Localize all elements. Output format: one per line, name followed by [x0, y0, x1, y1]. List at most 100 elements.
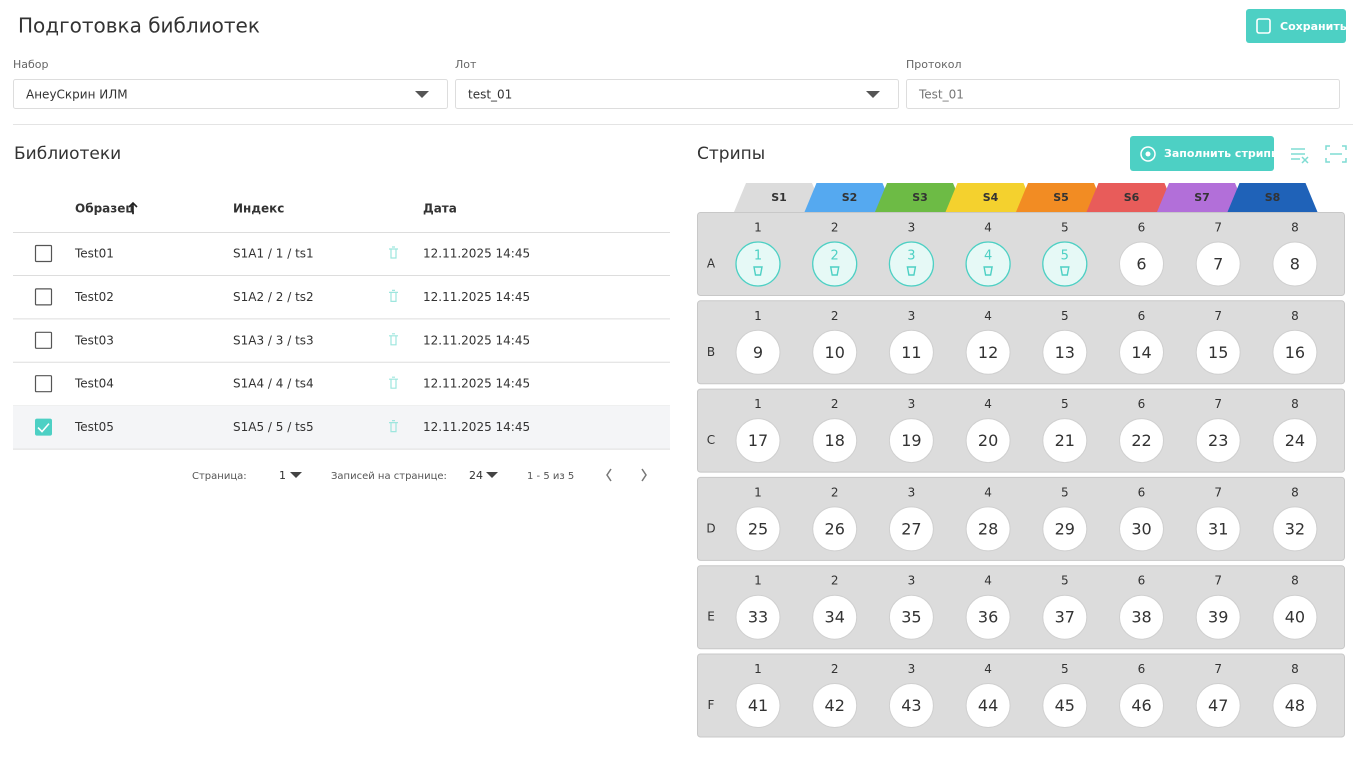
delete-icon[interactable] — [389, 376, 398, 389]
well-number: 1 — [754, 249, 762, 264]
clear-icon[interactable] — [1291, 148, 1309, 164]
well[interactable]: 17 — [735, 418, 781, 464]
well[interactable]: 15 — [1195, 329, 1241, 375]
well[interactable]: 5 — [1042, 241, 1088, 287]
well[interactable]: 2 — [812, 241, 858, 287]
well[interactable]: 9 — [735, 329, 781, 375]
well[interactable]: 35 — [888, 594, 934, 640]
well[interactable]: 39 — [1195, 594, 1241, 640]
well[interactable]: 26 — [812, 506, 858, 552]
libraries-title: Библиотеки — [14, 144, 121, 164]
well[interactable]: 12 — [965, 329, 1011, 375]
well[interactable]: 37 — [1042, 594, 1088, 640]
checkbox[interactable] — [34, 331, 53, 349]
well[interactable]: 43 — [888, 683, 934, 728]
well[interactable]: 24 — [1272, 418, 1318, 464]
well[interactable]: 29 — [1042, 506, 1088, 552]
strip-tab[interactable]: S2 — [804, 183, 895, 212]
well[interactable]: 30 — [1119, 506, 1164, 552]
well[interactable]: 33 — [735, 594, 781, 640]
checkbox[interactable] — [34, 244, 53, 263]
well[interactable]: 4 — [965, 241, 1011, 287]
well[interactable]: 27 — [888, 506, 934, 552]
well[interactable]: 38 — [1119, 594, 1164, 640]
well[interactable]: 48 — [1272, 683, 1318, 728]
well-number: 36 — [978, 608, 998, 627]
well[interactable]: 18 — [812, 418, 858, 464]
checkbox[interactable] — [34, 375, 53, 393]
field-input[interactable]: test_01 — [455, 79, 899, 109]
well[interactable]: 36 — [965, 594, 1011, 640]
prev-page[interactable] — [606, 468, 612, 482]
well[interactable]: 10 — [812, 329, 858, 375]
well-circle — [1119, 329, 1164, 375]
tab-shape — [804, 183, 895, 212]
next-page[interactable] — [641, 468, 647, 482]
fill-strips-button[interactable]: Заполнить стрипы — [1130, 136, 1281, 171]
column-number: 3 — [908, 397, 916, 411]
well[interactable]: 28 — [965, 506, 1011, 552]
date: 12.11.2025 14:45 — [423, 377, 530, 391]
well[interactable]: 25 — [735, 506, 781, 552]
well[interactable]: 46 — [1119, 683, 1164, 728]
well-circle — [1195, 241, 1241, 287]
well[interactable]: 44 — [965, 683, 1011, 728]
table-row[interactable]: Test04 S1A4 / 4 / ts4 12.11.2025 14:45 — [13, 375, 670, 407]
well[interactable]: 21 — [1042, 418, 1088, 464]
dropdown-arrow — [866, 91, 880, 98]
table-row[interactable]: Test05 S1A5 / 5 / ts5 12.11.2025 14:45 — [13, 405, 670, 450]
well[interactable]: 22 — [1119, 418, 1164, 464]
well-circle — [1195, 683, 1241, 728]
well[interactable]: 45 — [1042, 683, 1088, 728]
well[interactable]: 40 — [1272, 594, 1318, 640]
well[interactable]: 23 — [1195, 418, 1241, 464]
column-header: Дата — [423, 202, 457, 216]
strip-tab[interactable]: S7 — [1157, 183, 1247, 212]
well[interactable]: 32 — [1272, 506, 1318, 552]
table-row[interactable]: Test02 S1A2 / 2 / ts2 12.11.2025 14:45 — [13, 288, 670, 320]
well[interactable]: 20 — [965, 418, 1011, 464]
strip-tab[interactable]: S8 — [1227, 183, 1318, 212]
well[interactable]: 16 — [1272, 329, 1318, 375]
well[interactable]: 14 — [1119, 329, 1164, 375]
delete-icon[interactable] — [389, 333, 398, 346]
well[interactable]: 8 — [1272, 241, 1318, 287]
well[interactable]: 34 — [812, 594, 858, 640]
well[interactable]: 13 — [1042, 329, 1088, 375]
page-value[interactable]: 1 — [279, 469, 286, 482]
well-circle — [965, 241, 1011, 287]
save-button[interactable]: Сохранить — [1246, 9, 1347, 43]
well[interactable]: 7 — [1195, 241, 1241, 287]
well[interactable]: 19 — [888, 418, 934, 464]
column-number: 7 — [1214, 309, 1222, 323]
well[interactable]: 41 — [735, 683, 781, 728]
table-row[interactable]: Test01 S1A1 / 1 / ts1 12.11.2025 14:45 — [13, 244, 670, 276]
strip-tab[interactable]: S5 — [1016, 183, 1106, 212]
delete-icon[interactable] — [389, 289, 398, 302]
well-circle — [965, 506, 1011, 552]
well-circle — [965, 594, 1011, 640]
delete-icon[interactable] — [389, 246, 398, 259]
well[interactable]: 11 — [888, 329, 934, 375]
expand-icon[interactable] — [1325, 145, 1347, 163]
checkbox[interactable] — [35, 418, 52, 436]
well-number: 41 — [748, 696, 768, 715]
strip-tab[interactable]: S4 — [945, 183, 1036, 212]
table-row[interactable]: Test03 S1A3 / 3 / ts3 12.11.2025 14:45 — [13, 331, 670, 363]
per-page-value[interactable]: 24 — [469, 469, 483, 482]
strip-tab[interactable]: S1 — [734, 183, 824, 212]
strip-tab[interactable]: S3 — [875, 183, 965, 212]
well[interactable]: 1 — [735, 241, 781, 287]
well[interactable]: 6 — [1119, 241, 1164, 287]
strip-tab[interactable]: S6 — [1086, 183, 1177, 212]
well[interactable]: 3 — [888, 241, 935, 287]
well-circle — [1119, 241, 1164, 287]
field-input[interactable]: Test_01 — [906, 79, 1340, 109]
field-input[interactable]: АнеуСкрин ИЛМ — [13, 79, 448, 109]
well[interactable]: 31 — [1195, 506, 1241, 552]
checkbox[interactable] — [34, 288, 53, 306]
well[interactable]: 42 — [812, 683, 858, 728]
delete-icon[interactable] — [389, 420, 398, 433]
well[interactable]: 47 — [1195, 683, 1241, 728]
